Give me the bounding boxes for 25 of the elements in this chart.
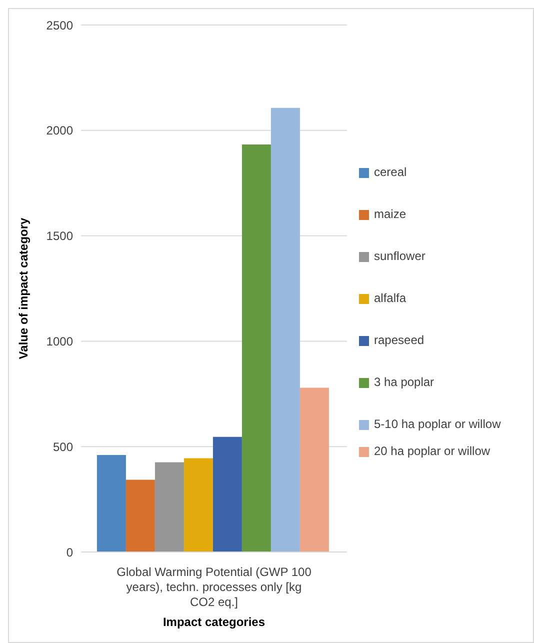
legend-label: sunflower bbox=[374, 249, 426, 263]
legend-label: cereal bbox=[374, 165, 407, 179]
bar bbox=[242, 144, 271, 552]
legend-label: maize bbox=[374, 207, 406, 221]
y-tick-label: 2000 bbox=[46, 124, 74, 138]
bar bbox=[270, 108, 300, 552]
x-tick-label: Global Warming Potential (GWP 100 years), techn. processes only [kg CO2 eq.] bbox=[116, 565, 312, 609]
y-tick-label: 1000 bbox=[46, 334, 74, 348]
legend-label: 3 ha poplar bbox=[374, 375, 434, 389]
legend-label: rapeseed bbox=[374, 333, 424, 347]
bar bbox=[96, 455, 126, 552]
bar bbox=[184, 458, 213, 552]
y-tick-label: 2500 bbox=[46, 18, 74, 32]
y-tick-label: 1500 bbox=[46, 229, 74, 244]
y-tick-label: 0 bbox=[66, 545, 74, 560]
y-tick-label: 500 bbox=[52, 440, 74, 454]
bar bbox=[300, 388, 329, 552]
legend-label: 20 ha poplar or willow bbox=[374, 444, 490, 458]
legend-label: 5-10 ha poplar or willow bbox=[374, 417, 501, 431]
bar bbox=[154, 462, 184, 552]
bar bbox=[212, 436, 242, 552]
legend-label: alfalfa bbox=[374, 291, 406, 305]
y-axis-title: Value of impact category bbox=[16, 217, 30, 360]
bar bbox=[126, 480, 155, 552]
x-axis-title: Impact categories bbox=[162, 615, 266, 629]
